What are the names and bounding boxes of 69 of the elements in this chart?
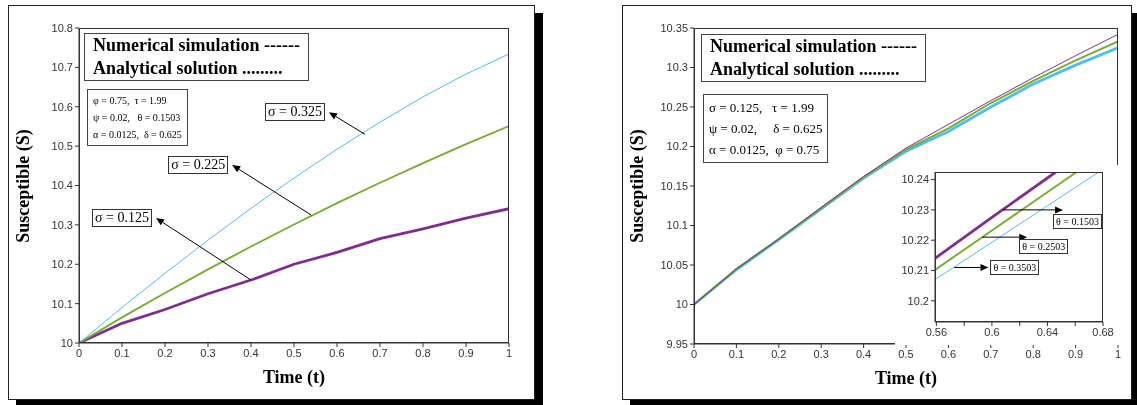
x-tick-label: 0.1 — [114, 346, 130, 359]
annotation: θ = 0.1503 — [1053, 213, 1102, 229]
y-tick-label: 10 — [60, 336, 73, 349]
x-tick-label: 1 — [505, 346, 513, 359]
y-tick-label: 10.35 — [660, 21, 688, 34]
x-tick-label: 0.1 — [728, 347, 745, 360]
annotation: θ = 0.2503 — [1019, 239, 1069, 255]
x-tick-label: 0.8 — [1025, 347, 1041, 360]
annotation: ψ = 0.02, δ = 0.625 — [709, 120, 823, 138]
x-tick-label: 0 — [690, 347, 698, 360]
annotation: Numerical simulation ------ — [710, 35, 917, 58]
y-axis-title: Susceptible (S) — [626, 129, 648, 243]
x-tick-label: 0.4 — [243, 346, 259, 359]
x-tick-label: 0.2 — [157, 346, 173, 359]
x-tick-label: 0 — [75, 346, 83, 359]
x-tick-label: 0.7 — [372, 346, 388, 359]
annotation: α = 0.0125, δ = 0.625 — [93, 128, 182, 142]
annotation: σ = 0.325 — [265, 103, 325, 122]
x-tick-label: 0.64 — [1036, 325, 1059, 338]
y-axis-title: Susceptible (S) — [12, 128, 34, 243]
x-tick-label: 0.2 — [771, 347, 787, 360]
y-tick-label: 10.2 — [51, 258, 73, 271]
x-tick-label: 0.3 — [200, 346, 216, 359]
annotation: σ = 0.125 — [92, 209, 152, 227]
x-tick-label: 0.9 — [1067, 347, 1084, 360]
x-tick-label: 1 — [1114, 347, 1122, 360]
x-tick-label: 0.5 — [286, 346, 302, 359]
y-tick-label: 10.6 — [51, 100, 73, 113]
y-tick-label: 10.2 — [666, 140, 688, 153]
x-tick-label: 0.68 — [1092, 325, 1114, 338]
annotation: σ = 0.225 — [168, 156, 229, 175]
annotation: σ = 0.125, τ = 1.99 — [709, 99, 815, 117]
x-tick-label: 0.8 — [415, 346, 431, 359]
y-tick-label: 10.22 — [901, 234, 929, 247]
y-tick-label: 10.2 — [907, 294, 929, 307]
annotation: ψ = 0.02, θ = 0.1503 — [93, 111, 182, 125]
x-tick-label: 0.6 — [940, 347, 957, 360]
y-tick-label: 10.24 — [901, 173, 929, 186]
annotation: Analytical solution ......... — [710, 58, 901, 81]
x-axis-title: Time (t) — [873, 368, 939, 389]
annotation: θ = 0.3503 — [990, 260, 1040, 276]
y-tick-label: 10 — [675, 298, 688, 311]
x-tick-label: 0.56 — [925, 325, 948, 338]
y-tick-label: 10.1 — [666, 219, 688, 232]
annotation: α = 0.0125, φ = 0.75 — [709, 141, 821, 159]
x-tick-label: 0.4 — [855, 347, 872, 360]
y-tick-label: 10.15 — [660, 179, 688, 192]
y-tick-label: 10.3 — [51, 218, 73, 231]
y-tick-label: 10.23 — [901, 203, 929, 216]
x-tick-label: 0.6 — [329, 346, 345, 359]
y-tick-label: 10.4 — [51, 179, 73, 192]
y-tick-label: 10.5 — [51, 140, 73, 153]
y-tick-label: 10.7 — [51, 61, 73, 74]
x-tick-label: 0.6 — [984, 325, 1000, 338]
annotation: Analytical solution ......... — [93, 57, 284, 80]
x-tick-label: 0.5 — [898, 347, 914, 360]
y-tick-label: 10.8 — [51, 21, 73, 34]
y-tick-label: 10.25 — [660, 100, 688, 113]
x-tick-label: 0.7 — [983, 347, 999, 360]
annotation: Numerical simulation ------ — [93, 34, 300, 57]
y-tick-label: 10.05 — [660, 258, 688, 271]
y-tick-label: 9.95 — [666, 337, 688, 350]
y-tick-label: 10.1 — [51, 297, 73, 310]
x-axis-title: Time (t) — [261, 367, 327, 388]
x-tick-label: 0.3 — [813, 347, 829, 360]
x-tick-label: 0.9 — [458, 346, 474, 359]
y-tick-label: 10.21 — [901, 264, 929, 277]
y-tick-label: 10.3 — [666, 61, 688, 74]
annotation: φ = 0.75, τ = 1.99 — [93, 94, 168, 108]
